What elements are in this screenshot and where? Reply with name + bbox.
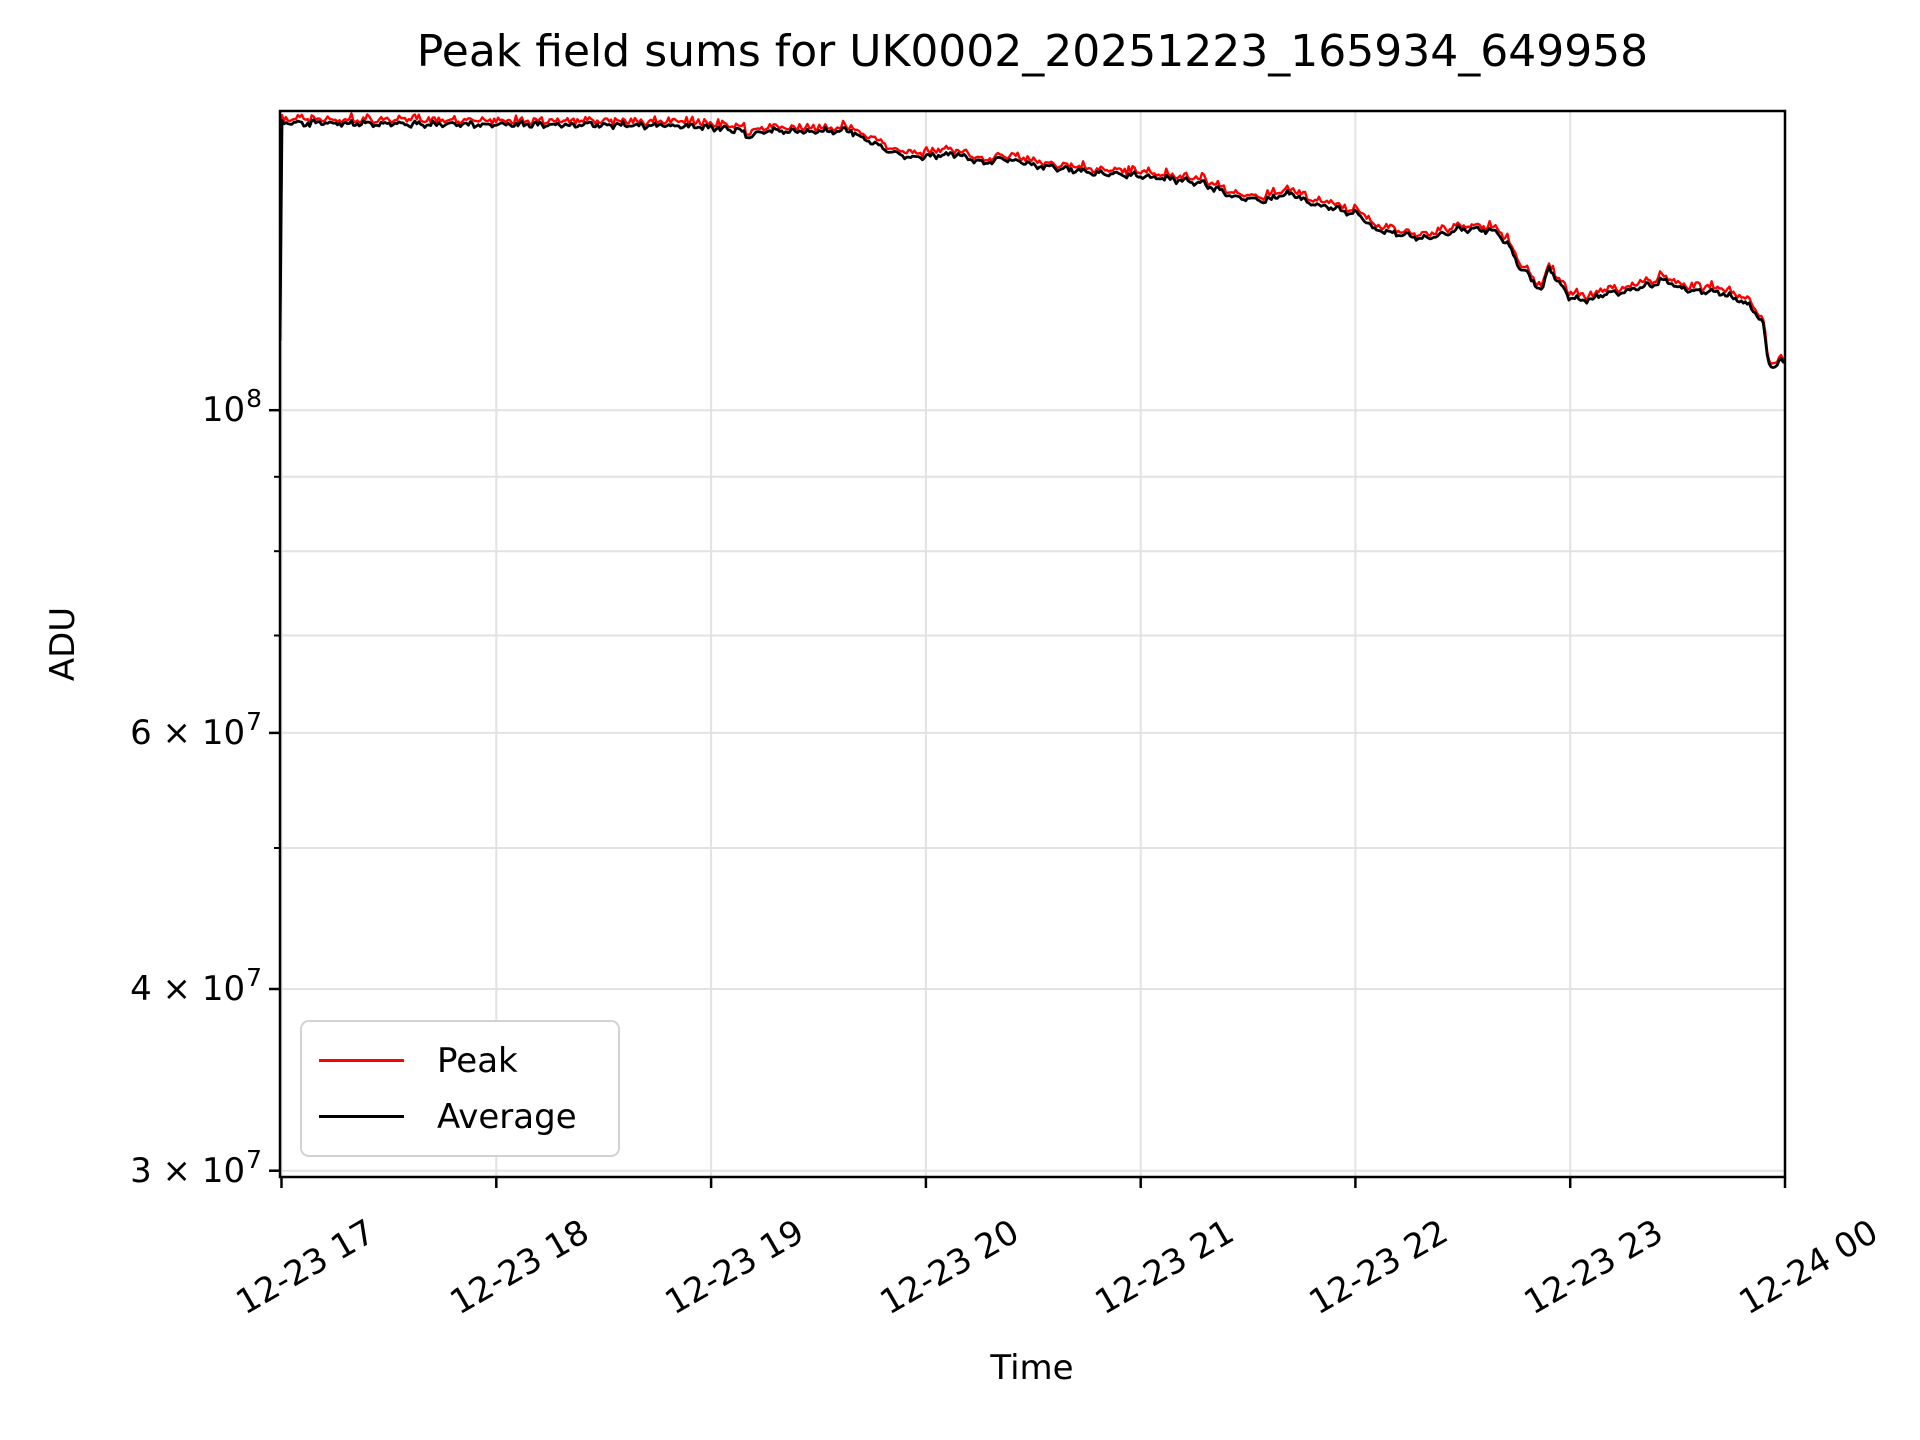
legend: Peak Average <box>300 1020 620 1157</box>
tick-marks <box>269 408 1787 1188</box>
legend-label-peak: Peak <box>437 1040 518 1081</box>
chart-title: Peak field sums for UK0002_20251223_1659… <box>416 26 1649 77</box>
average-line-sample <box>319 1115 404 1118</box>
peak-line-sample <box>319 1059 404 1062</box>
legend-item-average: Average <box>319 1100 618 1134</box>
axis-spines <box>278 109 1787 1179</box>
gridlines <box>280 111 1786 1177</box>
legend-label-average: Average <box>437 1096 577 1137</box>
y-tick-label: 108 <box>201 384 262 430</box>
y-tick-label: 4 × 107 <box>130 963 262 1009</box>
average-series-line <box>279 118 1786 369</box>
y-tick-label: 3 × 107 <box>130 1145 262 1191</box>
peak-series-line <box>279 112 1786 365</box>
y-axis-label: ADU <box>43 606 83 682</box>
y-tick-label: 6 × 107 <box>130 707 262 753</box>
x-axis-label: Time <box>990 1348 1074 1388</box>
legend-item-peak: Peak <box>319 1044 618 1078</box>
